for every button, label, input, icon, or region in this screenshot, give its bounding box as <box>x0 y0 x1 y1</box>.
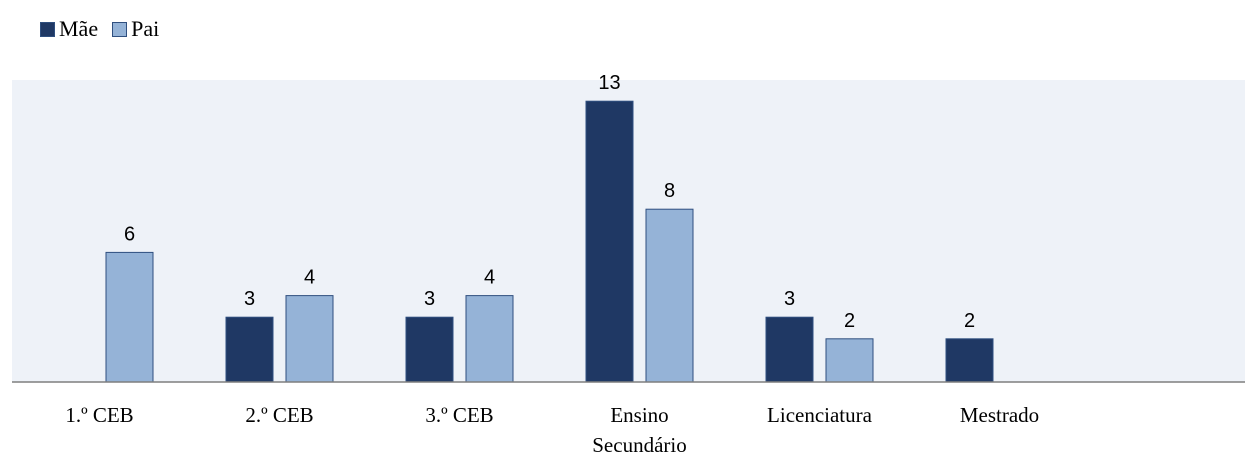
data-label-mae-2: 3 <box>424 288 435 310</box>
bar-mae-3 <box>585 100 634 383</box>
category-label-0: 1.º CEB <box>65 403 133 427</box>
bar-mae-2 <box>405 316 454 383</box>
category-label-5: Mestrado <box>960 403 1039 427</box>
legend-item-mae: Mãe <box>40 16 98 42</box>
category-label-3-1: Secundário <box>592 433 686 457</box>
legend-label-mae: Mãe <box>59 16 99 41</box>
bar-mae-5 <box>945 338 994 383</box>
bar-pai-0 <box>105 251 154 383</box>
legend: Mãe Pai <box>40 16 159 42</box>
data-label-mae-5: 2 <box>964 310 975 332</box>
data-label-pai-2: 4 <box>484 267 495 289</box>
bar-mae-4 <box>765 316 814 383</box>
data-label-mae-4: 3 <box>784 288 795 310</box>
bar-pai-3 <box>645 208 694 383</box>
data-label-pai-4: 2 <box>844 310 855 332</box>
legend-swatch-mae <box>40 21 55 37</box>
data-label-pai-0: 6 <box>124 223 135 245</box>
category-label-4: Licenciatura <box>767 403 873 427</box>
legend-swatch-pai <box>112 21 128 37</box>
data-label-pai-1: 4 <box>304 267 315 289</box>
bar-pai-4 <box>825 338 874 383</box>
legend-label-pai: Pai <box>131 16 160 41</box>
data-label-mae-1: 3 <box>244 288 255 310</box>
bar-mae-1 <box>225 316 274 383</box>
category-label-1: 2.º CEB <box>245 403 313 427</box>
category-label-3-0: Ensino <box>610 403 668 427</box>
bar-pai-1 <box>285 295 334 383</box>
legend-item-pai: Pai <box>112 16 159 42</box>
bar-pai-2 <box>465 295 514 383</box>
data-label-mae-3: 13 <box>598 72 620 94</box>
data-label-pai-3: 8 <box>664 180 675 202</box>
category-label-2: 3.º CEB <box>425 403 493 427</box>
